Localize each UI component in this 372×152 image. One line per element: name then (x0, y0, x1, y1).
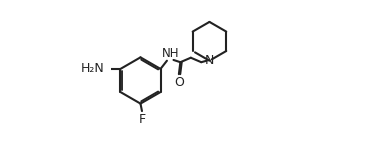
Text: O: O (174, 76, 185, 89)
Text: H₂N: H₂N (81, 62, 105, 75)
Text: F: F (139, 113, 146, 126)
Text: N: N (205, 54, 214, 67)
Text: NH: NH (161, 47, 179, 60)
